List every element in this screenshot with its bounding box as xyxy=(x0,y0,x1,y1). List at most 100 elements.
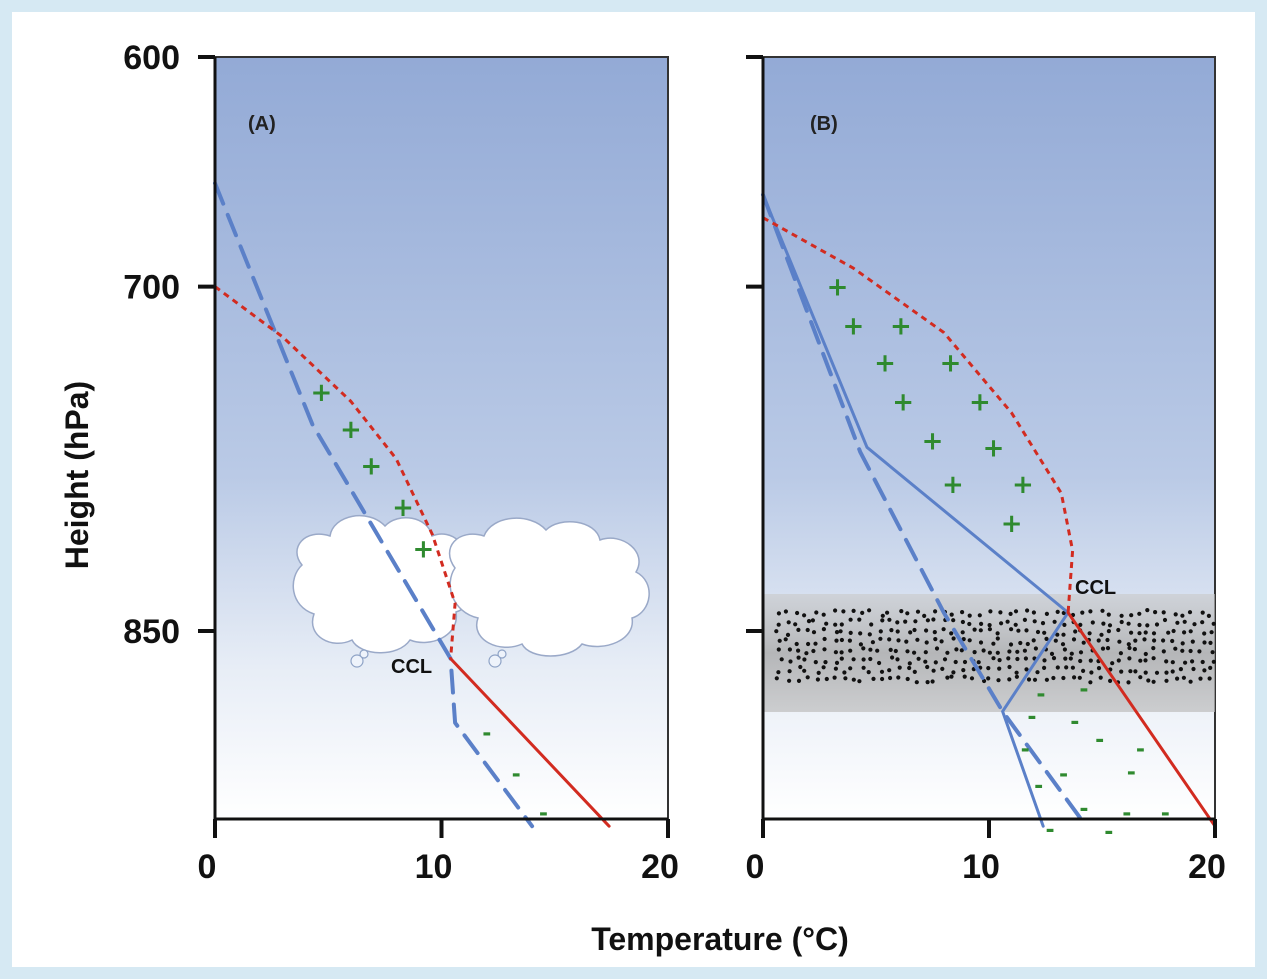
cloud-droplet-dot xyxy=(1164,670,1169,675)
cloud-icon xyxy=(292,514,474,654)
cloud-droplet-dot xyxy=(851,657,856,662)
minus-mark: - xyxy=(1036,682,1045,707)
panel-b-label: (B) xyxy=(810,113,838,135)
cloud-droplet-dot xyxy=(915,637,920,642)
minus-mark: - xyxy=(1070,710,1079,735)
cloud-droplet-dot xyxy=(848,630,853,636)
cloud-droplet-dot xyxy=(907,665,912,671)
cloud-droplet-dot xyxy=(1072,675,1077,680)
cloud-droplet-dot xyxy=(1024,628,1029,633)
cloud-droplet-dot xyxy=(998,610,1003,615)
cloud-droplet-dot xyxy=(1143,630,1148,635)
cloud-droplet-dot xyxy=(816,670,821,676)
cloud-droplet-dot xyxy=(814,610,819,615)
cloud-droplet-dot xyxy=(806,619,812,624)
cloud-droplet-dot xyxy=(995,650,1000,655)
cloud-droplet-dot xyxy=(811,648,816,654)
cloud-droplet-dot xyxy=(1107,623,1113,628)
cloud-droplet-dot xyxy=(867,632,872,637)
cloud-droplet-dot xyxy=(1180,648,1185,653)
cloud-droplet-dot xyxy=(1190,639,1195,644)
cloud-droplet-dot xyxy=(787,669,792,674)
y-ticks: 600 700 850 xyxy=(123,39,215,651)
cloud-droplet-dot xyxy=(905,649,910,654)
cloud-droplet-dot xyxy=(951,670,956,675)
plus-mark: + xyxy=(311,378,333,408)
cloud-droplet-dot xyxy=(1119,619,1124,625)
cloud-droplet-dot xyxy=(866,670,871,675)
cloud-droplet-dot xyxy=(1009,627,1014,632)
cloud-droplet-dot xyxy=(1143,651,1148,657)
cloud-droplet-dot xyxy=(1161,638,1166,643)
cloud-droplet-dot xyxy=(930,679,935,684)
cloud-droplet-dot xyxy=(954,647,959,652)
cloud-droplet-dot xyxy=(945,675,950,680)
minus-mark: - xyxy=(1095,728,1104,753)
cloud-droplet-dot xyxy=(1182,630,1187,635)
cloud-droplet-dot xyxy=(904,639,909,644)
parcel-solid-line xyxy=(1066,611,1217,828)
cloud-droplet-dot xyxy=(776,670,781,675)
cloud-droplet-dot xyxy=(875,648,880,653)
plus-mark: + xyxy=(412,534,434,564)
cloud-droplet-dot xyxy=(1126,642,1131,647)
cloud-droplet-dot xyxy=(923,659,928,664)
cloud-droplet-dot xyxy=(1035,629,1041,635)
cloud-droplet-dot xyxy=(787,678,792,683)
cloud-droplet-dot xyxy=(1137,611,1142,616)
cloud-droplet-dot xyxy=(848,648,853,653)
cloud-droplet-dot xyxy=(1188,629,1193,634)
cloud-droplet-dot xyxy=(972,627,977,632)
cloud-droplet-dot xyxy=(880,613,885,618)
cloud-droplet-dot xyxy=(960,610,965,615)
cloud-droplet-dot xyxy=(1042,630,1047,635)
cloud-droplet-dot xyxy=(776,622,781,627)
cloud-droplet-dot xyxy=(839,622,844,627)
x-tick-label: 20 xyxy=(641,848,679,886)
plus-mark: + xyxy=(969,387,991,417)
cloud-droplet-dot xyxy=(1151,679,1156,684)
plus-mark: + xyxy=(843,312,865,342)
cloud-droplet-dot xyxy=(1116,627,1121,633)
cloud-droplet-dot xyxy=(834,660,840,666)
x-tick-label: 10 xyxy=(962,848,1000,886)
cloud-droplet-dot xyxy=(810,618,816,623)
cloud-droplet-dot xyxy=(978,628,983,633)
cloud-droplet-dot xyxy=(905,611,910,616)
cloud-droplet-dot xyxy=(805,627,810,633)
x-tick-label: 0 xyxy=(198,848,217,886)
cloud-droplet-dot xyxy=(824,676,829,682)
cloud-droplet-dot xyxy=(839,637,845,643)
cloud-droplet-dot xyxy=(931,668,936,673)
cloud-droplet-dot xyxy=(1202,640,1207,645)
y-tick-label: 850 xyxy=(123,613,180,651)
cloud-droplet-dot xyxy=(987,623,992,628)
cloud-droplet-dot xyxy=(1106,612,1111,617)
cloud-droplet-dot xyxy=(969,676,975,681)
cloud-droplet-dot xyxy=(833,608,838,613)
cloud-droplet-dot xyxy=(1132,647,1137,652)
cloud-droplet-dot xyxy=(1211,659,1216,664)
cloud-droplet-dot xyxy=(1053,638,1058,643)
cloud-droplet-dot xyxy=(1138,658,1143,663)
cloud-droplet-dot xyxy=(887,637,892,642)
y-ticks-panel-b xyxy=(746,55,763,633)
minus-mark: - xyxy=(1161,802,1170,827)
cloud-droplet-dot xyxy=(967,613,972,618)
cloud-droplet-dot xyxy=(934,646,940,651)
cloud-droplet-dot xyxy=(1088,680,1093,685)
cloud-droplet-dot xyxy=(1026,677,1032,682)
cloud-droplet-dot xyxy=(1180,641,1185,646)
minus-mark: - xyxy=(482,721,491,746)
cloud-droplet-dot xyxy=(1014,670,1019,675)
cloud-droplet-dot xyxy=(1080,610,1085,615)
cloud-droplet-dot xyxy=(880,618,885,623)
cloud-droplet-dot xyxy=(1170,638,1175,644)
plus-mark: + xyxy=(340,415,362,445)
plus-mark: + xyxy=(360,452,382,482)
cloud-droplet-dot xyxy=(961,637,966,642)
cloud-droplet-dot xyxy=(841,609,846,614)
cloud-droplet-dot xyxy=(1127,656,1132,661)
cloud-droplet-dot xyxy=(822,647,827,652)
cloud-droplet-dot xyxy=(1187,610,1193,615)
